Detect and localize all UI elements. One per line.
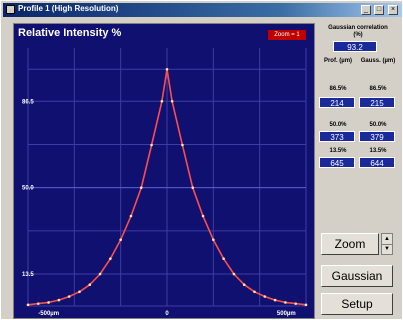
prof-value-135: 645 — [319, 157, 355, 168]
row-label-865-b: 86.5% — [369, 86, 387, 92]
data-point — [304, 303, 308, 307]
data-point — [212, 238, 215, 242]
data-point — [170, 99, 174, 103]
spin-up-icon[interactable]: ▲ — [382, 234, 392, 245]
maximize-button[interactable]: □ — [374, 5, 384, 15]
gauss-value-135: 644 — [359, 157, 395, 168]
gaussian-button[interactable]: Gaussian — [321, 265, 393, 287]
row-label-865: 86.5% — [329, 86, 347, 92]
profile-chart: 86.5 50.0 13.5 -500µm 0 500µm — [22, 48, 308, 317]
prof-column-header: Prof. (µm) — [323, 58, 353, 64]
data-point — [67, 295, 71, 298]
results-panel: Gaussian correlation (%) 93.2 Prof. (µm)… — [317, 23, 402, 319]
x-tick-label: -500µm — [38, 311, 59, 317]
x-tick-label: 500µm — [277, 311, 296, 317]
data-point — [263, 295, 267, 298]
data-point — [78, 290, 81, 294]
data-point — [57, 298, 61, 302]
data-point — [88, 283, 92, 286]
correlation-title: Gaussian correlation (%) — [328, 25, 388, 38]
data-point — [98, 272, 102, 276]
data-point — [191, 186, 195, 189]
data-point — [242, 283, 246, 286]
setup-button[interactable]: Setup — [321, 293, 393, 315]
correlation-value: 93.2 — [333, 41, 377, 52]
data-point — [36, 302, 40, 305]
data-point — [150, 143, 153, 147]
data-point — [284, 301, 287, 304]
zoom-button[interactable]: Zoom — [321, 233, 379, 255]
spin-down-icon[interactable]: ▼ — [384, 246, 390, 252]
row-label-500: 50.0% — [329, 122, 347, 128]
app-icon — [6, 5, 15, 14]
gauss-column-header: Gauss. (µm) — [360, 58, 396, 64]
data-point — [165, 68, 169, 71]
data-point — [232, 272, 236, 276]
data-point — [294, 302, 298, 305]
y-tick-label: 13.5 — [22, 272, 34, 278]
plot-title: Relative Intensity % — [18, 27, 122, 39]
gauss-value-865: 215 — [359, 97, 395, 108]
row-label-135-b: 13.5% — [369, 148, 387, 154]
prof-value-500: 373 — [319, 131, 355, 142]
x-tick-label: 0 — [165, 311, 169, 317]
close-button[interactable]: × — [388, 5, 398, 15]
minimize-button[interactable]: _ — [361, 5, 371, 15]
prof-value-865: 214 — [319, 97, 355, 108]
data-point — [222, 257, 225, 260]
data-point — [253, 290, 256, 294]
data-point — [201, 214, 205, 218]
row-label-135: 13.5% — [329, 148, 347, 154]
data-point — [129, 214, 133, 218]
y-tick-label: 50.0 — [22, 186, 34, 192]
title-bar: Profile 1 (High Resolution) _ □ × — [3, 3, 402, 17]
zoom-badge: Zoom = 1 — [268, 30, 306, 40]
intensity-plot: Relative Intensity % Zoom = 1 86.5 50.0 13… — [13, 23, 315, 319]
data-point — [109, 257, 112, 260]
data-point — [47, 301, 50, 304]
data-point — [181, 143, 184, 147]
data-point — [26, 303, 30, 307]
data-point — [273, 298, 277, 302]
gauss-value-500: 379 — [359, 131, 395, 142]
y-tick-label: 86.5 — [22, 99, 34, 105]
row-label-500-b: 50.0% — [369, 122, 387, 128]
data-point — [139, 186, 143, 189]
data-point — [160, 99, 164, 103]
zoom-stepper[interactable]: ▲ ▼ — [381, 233, 393, 255]
window-title: Profile 1 (High Resolution) — [18, 4, 119, 13]
data-point — [119, 238, 122, 242]
